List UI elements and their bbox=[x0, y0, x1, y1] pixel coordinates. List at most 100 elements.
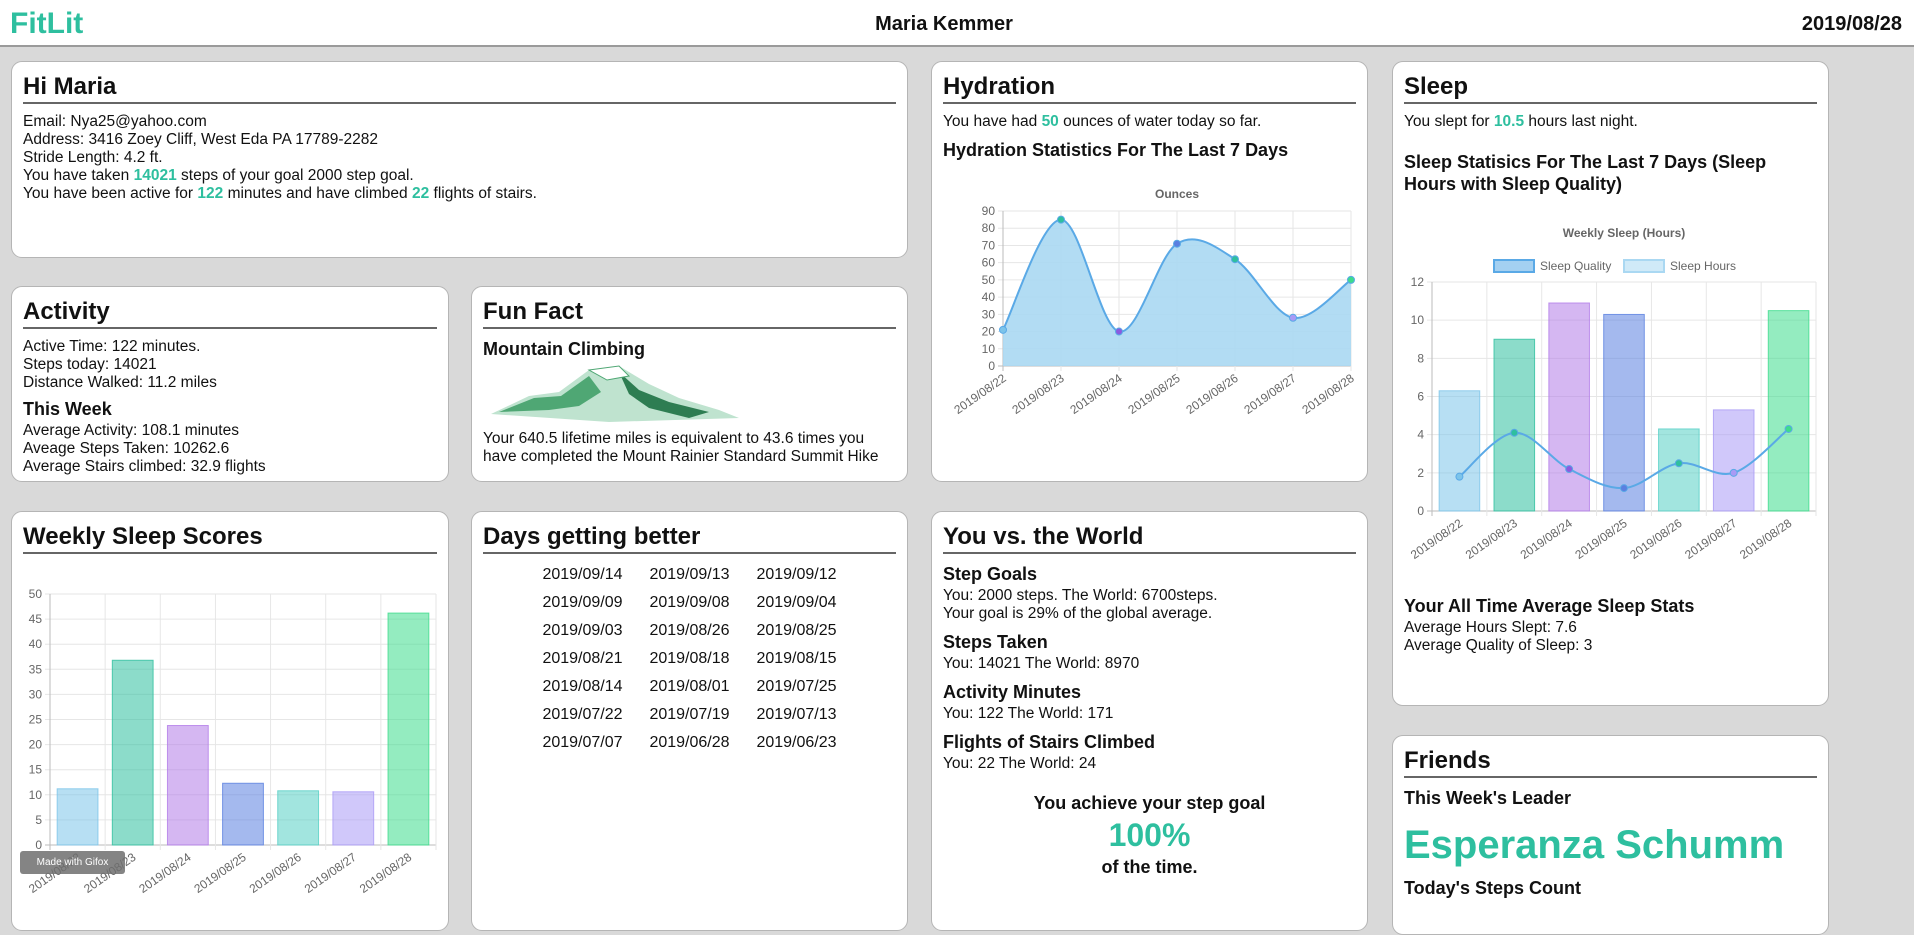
sleep-today: You slept for 10.5 hours last night. bbox=[1404, 113, 1817, 131]
y-tick-label: 0 bbox=[988, 359, 995, 373]
section-title: Your All Time Average Sleep Stats bbox=[1404, 596, 1695, 616]
y-tick-label: 45 bbox=[29, 612, 43, 626]
x-tick-label: 2019/08/23 bbox=[1463, 516, 1520, 562]
text: ounces of water today so far. bbox=[1063, 113, 1262, 130]
user-name: Maria Kemmer bbox=[875, 13, 1013, 35]
x-tick-label: 2019/08/24 bbox=[1518, 516, 1575, 562]
y-tick-label: 50 bbox=[29, 587, 43, 601]
text: You have had bbox=[943, 113, 1038, 130]
text-line: Your goal is 29% of the global average. bbox=[943, 605, 1213, 622]
bar bbox=[1767, 310, 1810, 512]
y-tick-label: 0 bbox=[35, 838, 42, 852]
text-line: You: 122 The World: 171 bbox=[943, 705, 1114, 722]
sleep-scores-chart: 051015202530354045502019/08/222019/08/23… bbox=[26, 587, 437, 895]
section-title: This Week bbox=[23, 399, 112, 419]
point bbox=[1565, 465, 1574, 474]
steps-line: You have taken 14021 steps of your goal … bbox=[23, 167, 896, 185]
card-title: Fun Fact bbox=[483, 297, 896, 329]
legend-swatch bbox=[1623, 259, 1665, 273]
bar bbox=[56, 788, 99, 846]
date-item: 2019/08/18 bbox=[649, 650, 730, 667]
section-title: Activity Minutes bbox=[943, 682, 1082, 702]
x-tick-label: 2019/08/26 bbox=[1627, 516, 1684, 562]
x-tick-label: 2019/08/22 bbox=[1408, 516, 1465, 562]
text-line: You: 2000 steps. The World: 6700steps. bbox=[943, 587, 1218, 604]
y-tick-label: 5 bbox=[35, 813, 42, 827]
y-tick-label: 12 bbox=[1411, 275, 1425, 289]
point bbox=[1289, 313, 1297, 322]
point bbox=[1057, 215, 1065, 224]
y-tick-label: 2 bbox=[1417, 466, 1424, 480]
active-line: You have been active for 122 minutes and… bbox=[23, 185, 896, 203]
section-title: Steps Taken bbox=[943, 632, 1048, 652]
date-item: 2019/07/25 bbox=[756, 678, 837, 695]
y-tick-label: 10 bbox=[29, 788, 43, 802]
fact-text: Your 640.5 lifetime miles is equivalent … bbox=[483, 430, 879, 465]
date-item: 2019/07/19 bbox=[649, 706, 730, 723]
legend-label: Sleep Hours bbox=[1670, 259, 1736, 273]
sleep-value: 10.5 bbox=[1493, 113, 1525, 130]
leader-label: This Week's Leader bbox=[1404, 788, 1572, 808]
y-tick-label: 30 bbox=[29, 687, 43, 701]
days-card: Days getting better 2019/09/14 2019/09/13… bbox=[471, 511, 908, 931]
world-card: You vs. the World Step Goals You: 2000 st… bbox=[931, 511, 1368, 931]
date-item: 2019/07/22 bbox=[542, 706, 623, 723]
sleep-card: Sleep You slept for 10.5 hours last nigh… bbox=[1392, 61, 1829, 706]
point bbox=[1115, 327, 1123, 336]
y-tick-label: 30 bbox=[982, 307, 996, 321]
text-line: You: 14021 The World: 8970 bbox=[943, 655, 1140, 672]
bar bbox=[387, 612, 430, 846]
text: You have taken bbox=[23, 167, 130, 184]
area bbox=[1003, 219, 1351, 366]
date-item: 2019/08/25 bbox=[756, 622, 837, 639]
x-tick-label: 2019/08/28 bbox=[357, 850, 414, 895]
legend-label: Sleep Quality bbox=[1540, 259, 1611, 273]
activity-lines: Active Time: 122 minutes. Steps today: 14… bbox=[23, 338, 437, 392]
card-title: Friends bbox=[1404, 746, 1817, 778]
mountain-snow bbox=[587, 365, 631, 381]
date-item: 2019/06/28 bbox=[649, 734, 730, 751]
date-item: 2019/09/12 bbox=[756, 566, 837, 583]
y-tick-label: 50 bbox=[982, 273, 996, 287]
date-item: 2019/08/14 bbox=[542, 678, 623, 695]
fun-fact-card: Fun Fact Mountain Climbing Your 640.5 li… bbox=[471, 286, 908, 482]
text-line: Average Hours Slept: 7.6 bbox=[1404, 619, 1577, 636]
steps-label: Today's Steps Count bbox=[1404, 878, 1581, 898]
y-tick-label: 35 bbox=[29, 662, 43, 676]
all-time-lines: Average Hours Slept: 7.6 Average Quality … bbox=[1404, 619, 1694, 655]
chart-title: Ounces bbox=[1155, 187, 1199, 201]
text-line: Average Activity: 108.1 minutes bbox=[23, 422, 239, 439]
mountain-shade bbox=[499, 376, 601, 412]
text-line: Average Stairs climbed: 32.9 flights bbox=[23, 458, 266, 475]
bar bbox=[111, 659, 154, 846]
mountain-illustration bbox=[491, 365, 739, 422]
card-title: Weekly Sleep Scores bbox=[23, 522, 437, 554]
x-tick-label: 2019/08/26 bbox=[1183, 371, 1240, 417]
leader-name[interactable]: Esperanza Schumm bbox=[1404, 823, 1785, 867]
date-item: 2019/06/23 bbox=[756, 734, 837, 751]
bar bbox=[1548, 302, 1590, 512]
point bbox=[1510, 428, 1519, 437]
x-tick-label: 2019/08/27 bbox=[1241, 371, 1298, 417]
days-grid: 2019/09/14 2019/09/13 2019/09/12 2019/09/09… bbox=[483, 566, 896, 752]
logo[interactable]: FitLit bbox=[10, 7, 84, 40]
date-item: 2019/09/08 bbox=[649, 594, 730, 611]
section-title: Step Goals bbox=[943, 564, 1038, 584]
point bbox=[999, 325, 1007, 334]
chart-subtitle: Hydration Statistics For The Last 7 Days bbox=[943, 140, 1289, 160]
date-item: 2019/09/13 bbox=[649, 566, 730, 583]
y-tick-label: 80 bbox=[982, 221, 996, 235]
x-tick-label: 2019/08/24 bbox=[1067, 371, 1124, 417]
y-tick-label: 6 bbox=[1417, 390, 1424, 404]
point bbox=[1231, 255, 1239, 264]
card-title: Days getting better bbox=[483, 522, 896, 554]
x-tick-label: 2019/08/23 bbox=[1009, 371, 1066, 417]
goal-text: You achieve your step goal bbox=[1033, 793, 1266, 813]
y-tick-label: 0 bbox=[1417, 504, 1424, 518]
legend-swatch bbox=[1493, 259, 1535, 273]
card-title: Hydration bbox=[943, 72, 1356, 104]
y-tick-label: 25 bbox=[29, 713, 43, 727]
